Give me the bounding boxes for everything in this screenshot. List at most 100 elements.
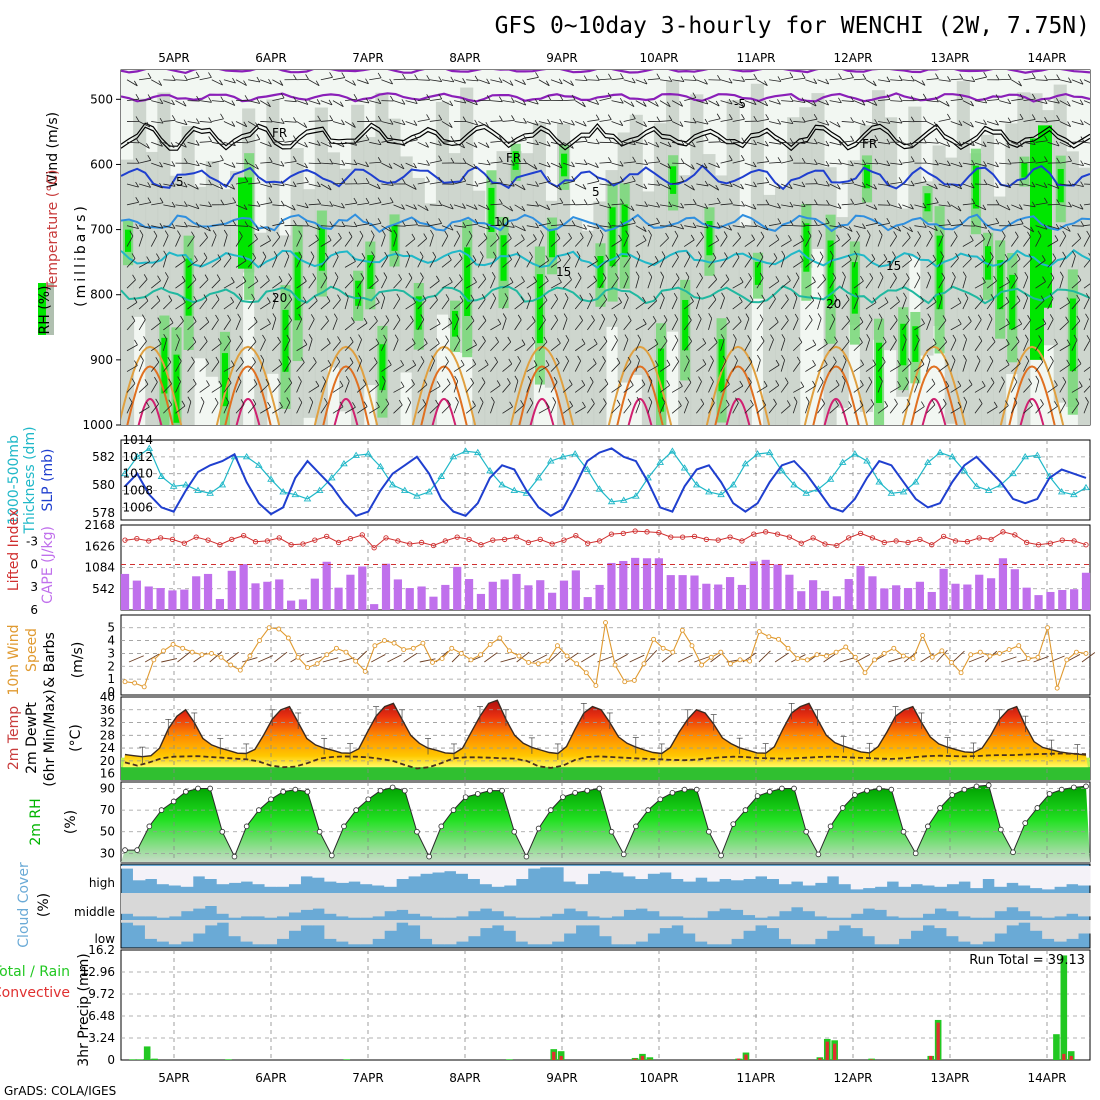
wind-barb [478,121,490,128]
cloud-gap-block [144,920,158,939]
wind-speed-point [160,648,166,654]
wind-barb [877,121,890,124]
wind-barb-flag [534,120,539,126]
wind-barb-flag [795,272,800,278]
wind-barb [550,79,563,85]
wind-barb-flag [1067,121,1071,127]
wind-barb [526,321,536,331]
wind-barb-flag [952,271,956,278]
wind-barb [417,79,430,81]
wind-barb-flag [220,155,224,161]
rh2m-point [353,807,359,813]
wind-barb-flag [129,230,134,237]
wind-barb-flag [377,139,382,145]
wind-barb [393,162,405,170]
wind-barb [1010,277,1019,289]
precip-conv-bar [825,1041,829,1060]
wind-barb-flag [776,183,781,189]
wind-barb-flag [449,203,454,210]
wind-barb-flag [726,379,730,385]
wind-barb-flag [328,99,333,106]
wind-speed-point [257,638,262,644]
cloud-gap-block [396,866,409,879]
wind-barb-flag [520,296,525,302]
cloud-gap-block [1042,920,1055,939]
wind-barb-flag [1066,339,1071,345]
wind-barb-flag [389,134,394,141]
wind-barb-flag [167,357,172,363]
wind-barb [417,384,428,393]
wind-barb [986,318,993,331]
cape-bar [666,575,675,610]
wind-barb-flag [1092,162,1095,167]
wind-barb [974,260,985,268]
wind-barb-flag [922,222,927,228]
wind-barb-flag [741,222,745,228]
cloud-gap-block [611,893,624,917]
cloud-gap-block [898,920,912,939]
wind-barb [260,323,271,331]
wind-barb [901,403,911,414]
wind-barb [671,340,679,351]
wind-barb-flag [616,357,621,364]
wind-barb-flag [338,232,342,239]
li-point [834,542,840,549]
wind-barb [878,141,890,145]
wind-barb-flag [981,255,986,261]
rh2m-point [925,823,931,830]
date-label-top: 6APR [255,51,286,65]
wind-barb [381,320,390,331]
wind-barb [829,299,838,310]
temperature-contour [121,249,1090,269]
rh-gray-column [302,189,316,418]
wind-barb [465,281,477,289]
wind-barb [1071,183,1084,187]
wind-speed-point [401,647,407,653]
wind-barb-flag [691,164,695,170]
rh2m-point [1071,784,1077,791]
rh-legend-swatch-gray [46,283,54,335]
wind-barb-flag [262,251,267,257]
wind-barb [344,279,354,289]
wind-barb-flag [192,274,197,280]
wind-barb-flag [499,219,503,226]
contour-label: 10 [494,215,509,229]
wind-barb-flag [909,142,914,148]
wind-barb-flag [1024,292,1029,299]
wind-barb [550,183,562,191]
precip-conv-bar [936,1022,940,1060]
precip-tick-label: 0 [107,1053,115,1067]
wind-barb [635,240,647,247]
wind-barb-flag [1013,376,1018,383]
wind-barb [647,78,660,81]
cape-bar [607,562,616,610]
wind-barb [950,385,962,393]
wind-barb [247,403,257,414]
wind-speed-point [478,652,484,658]
wind-barb-flag [426,94,431,100]
wind-barb-flag [931,399,936,405]
wind-barb-flag [871,254,876,260]
rh2m-point [973,783,980,790]
wind-barb-flag [511,115,515,121]
wind-barb-flag [341,221,346,227]
surface-wind-barb [177,651,191,663]
wind-barb [320,402,328,414]
wind-barb [151,343,162,352]
temperature-contour [121,285,1090,305]
wind-barb-flag [495,233,500,239]
wind-tick-label: 1 [107,672,115,686]
wind-barb [332,204,345,209]
wind-barb-flag [474,99,478,106]
wind-barb-flag [667,163,672,169]
cloud-gap-block [156,920,170,942]
wind-barb [514,319,522,331]
wind-barb-flag [1007,117,1012,123]
wind-barb-flag [322,376,326,382]
wind-barb-flag [812,339,817,346]
wind-barb [841,341,850,351]
wind-barb-flag [704,222,709,229]
wind-barb-flag [656,180,661,186]
thickness-point [279,488,287,495]
wind-barb-flag [472,359,477,365]
